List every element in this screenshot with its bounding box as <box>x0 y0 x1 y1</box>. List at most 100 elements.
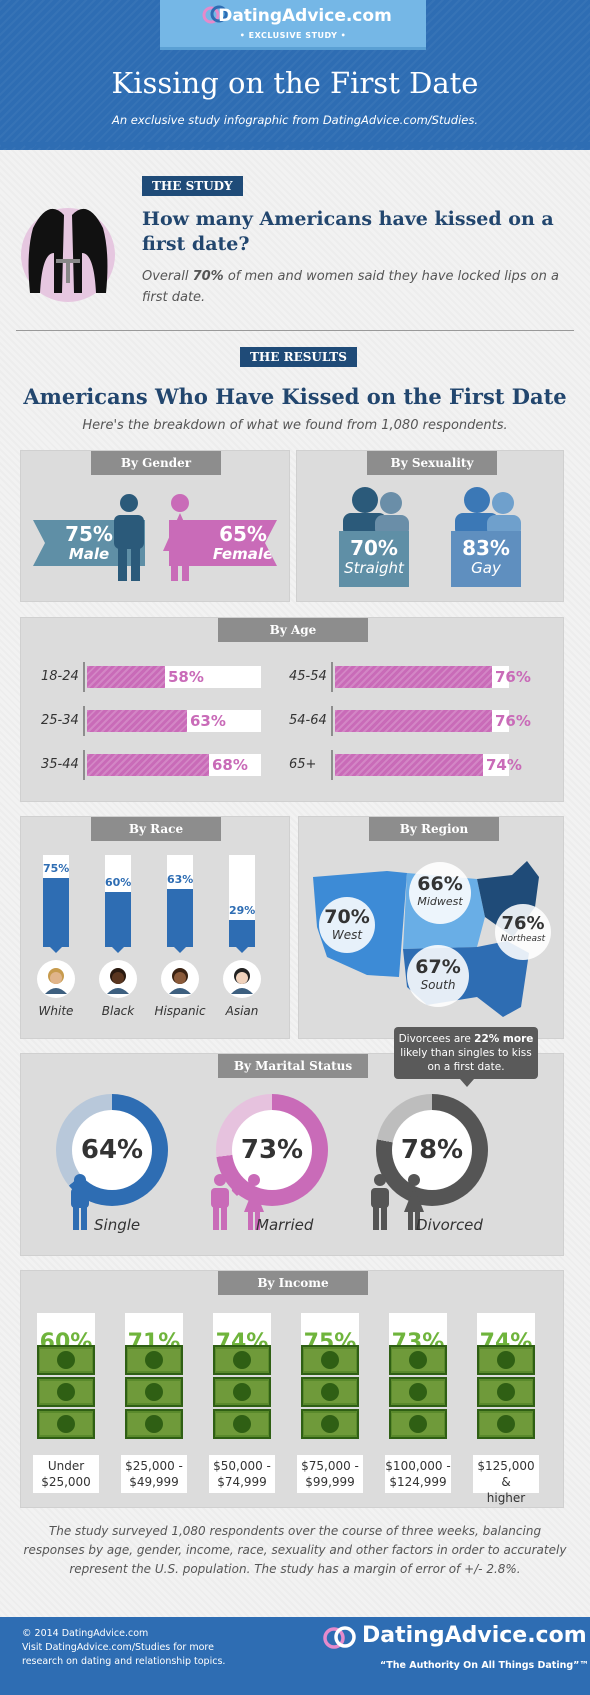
age-bar-fill <box>335 754 483 776</box>
age-bar-fill <box>87 666 165 688</box>
income-label: $50,000 - $74,999 <box>209 1455 275 1493</box>
money-stack-icon <box>389 1377 447 1407</box>
divorcee-callout: Divorcees are 22% more likely than singl… <box>394 1027 538 1079</box>
age-axis-line <box>83 662 85 692</box>
income-label-line2: $124,999 <box>389 1475 447 1489</box>
race-bar-pointer <box>112 947 124 953</box>
results-subheading: Here's the breakdown of what we found fr… <box>82 418 508 433</box>
age-axis-line <box>331 662 333 692</box>
race-value: 60% <box>105 876 132 889</box>
page-title: Kissing on the First Date <box>111 66 479 100</box>
income-panel: By Income 60% Under $25,000 71% $25,000 - $49… <box>20 1270 564 1508</box>
age-label: 25-34 <box>41 713 79 728</box>
age-axis-line <box>331 750 333 780</box>
marital-donut-value: 73% <box>232 1110 312 1190</box>
sexuality-panel: By Sexuality 70% Straight 83% Gay <box>296 450 564 602</box>
money-stack-icon <box>213 1377 271 1407</box>
northeast-label: Northeast <box>500 934 546 944</box>
race-label: Asian <box>225 1004 259 1018</box>
income-tab: By Income <box>218 1271 368 1295</box>
gender-panel: By Gender 75% Male 65% Female <box>20 450 290 602</box>
money-stack-icon <box>301 1377 359 1407</box>
age-axis-line <box>83 706 85 736</box>
region-panel: By Region 70% West 66% Midwest 76% North… <box>298 816 564 1039</box>
marital-figure-icon <box>68 1174 92 1234</box>
income-label-line2: higher <box>486 1491 526 1505</box>
straight-value: 70% <box>350 536 398 560</box>
study-question: How many Americans have kissed on a firs… <box>142 208 554 255</box>
results-heading: Americans Who Have Kissed on the First D… <box>23 384 567 409</box>
the-study-tag: THE STUDY <box>142 176 243 196</box>
footer-tagline: “The Authority On All Things Dating”™ <box>380 1660 589 1671</box>
money-stack-icon <box>477 1377 535 1407</box>
race-avatar-icon <box>37 960 75 998</box>
race-bar-pointer <box>236 947 248 953</box>
marital-label: Married <box>256 1216 314 1234</box>
marital-donut-value: 64% <box>72 1110 152 1190</box>
study-summary: Overall 70% of men and women said they h… <box>142 269 559 305</box>
money-stack-icon <box>37 1409 95 1439</box>
header-zigzag-edge <box>0 142 590 154</box>
race-panel: By Race 75% White 60% Black 63% Hispanic 29% As… <box>20 816 290 1039</box>
race-label: White <box>38 1004 74 1018</box>
money-stack-icon <box>37 1345 95 1375</box>
age-tab: By Age <box>218 618 368 642</box>
male-label: Male <box>68 545 110 563</box>
age-bar-fill <box>87 710 187 732</box>
section-divider <box>16 330 574 331</box>
age-label: 18-24 <box>41 669 79 684</box>
money-stack-icon <box>213 1345 271 1375</box>
race-bar-pointer <box>50 947 62 953</box>
age-label: 65+ <box>289 757 317 772</box>
the-results-tag: THE RESULTS <box>240 347 357 367</box>
income-label: Under $25,000 <box>33 1455 99 1493</box>
race-avatar-icon <box>161 960 199 998</box>
age-bar-value: 76% <box>495 712 531 730</box>
marital-figure-icon <box>208 1174 266 1234</box>
west-value: 70% <box>324 906 370 928</box>
income-label: $25,000 - $49,999 <box>121 1455 187 1493</box>
west-label: West <box>331 928 363 942</box>
money-stack-icon <box>389 1409 447 1439</box>
logo-tab[interactable]: DatingAdvice.com • EXCLUSIVE STUDY • <box>160 0 426 50</box>
money-stack-icon <box>301 1345 359 1375</box>
footer-brand[interactable]: DatingAdvice.com <box>362 1623 587 1648</box>
income-label-line1: $50,000 - <box>213 1459 271 1473</box>
couple-kissing-icon <box>18 193 118 303</box>
income-label-line1: $75,000 - <box>301 1459 359 1473</box>
visit-line-1[interactable]: Visit DatingAdvice.com/Studies for more <box>22 1642 214 1653</box>
income-label-line2: $49,999 <box>129 1475 179 1489</box>
race-value: 75% <box>43 862 70 875</box>
income-label: $75,000 - $99,999 <box>297 1455 363 1493</box>
race-avatar-icon <box>223 960 261 998</box>
money-stack-icon <box>301 1409 359 1439</box>
man-icon <box>110 493 148 587</box>
gay-value: 83% <box>462 536 510 560</box>
marital-donut: 64% <box>56 1094 168 1206</box>
copyright: © 2014 DatingAdvice.com <box>22 1628 149 1639</box>
age-bar-fill <box>335 666 492 688</box>
region-tab: By Region <box>369 817 499 841</box>
money-stack-icon <box>213 1409 271 1439</box>
female-label: Female <box>212 545 274 563</box>
income-label: $100,000 - $124,999 <box>385 1455 451 1493</box>
age-bar-value: 63% <box>190 712 226 730</box>
race-label: Black <box>101 1004 135 1018</box>
race-bar-fill <box>43 878 69 947</box>
marital-donut: 78% <box>376 1094 488 1206</box>
visit-line-2: research on dating and relationship topi… <box>22 1656 226 1667</box>
money-stack-icon <box>125 1377 183 1407</box>
age-panel: By Age 18-24 58% 25-34 63% 35-44 68% 45-54 76% 5… <box>20 617 564 802</box>
age-bar-fill <box>87 754 209 776</box>
race-label: Hispanic <box>154 1004 206 1018</box>
race-avatar-icon <box>99 960 137 998</box>
callout-pointer <box>460 1079 474 1087</box>
age-bar-value: 68% <box>212 756 248 774</box>
marital-donut: 73% <box>216 1094 328 1206</box>
footer-gender-symbols-icon <box>320 1625 360 1661</box>
money-stack-icon <box>477 1409 535 1439</box>
methodology-note: The study surveyed 1,080 respondents ove… <box>23 1524 567 1576</box>
south-value: 67% <box>415 956 461 978</box>
south-badge: 67% South <box>407 945 469 1007</box>
